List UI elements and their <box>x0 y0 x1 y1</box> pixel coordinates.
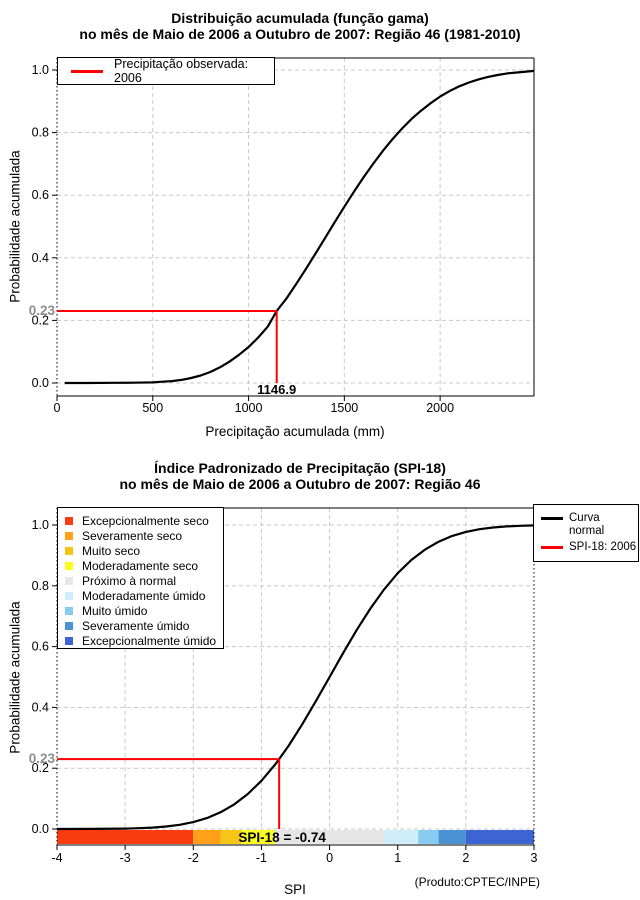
x-tick-label: 500 <box>142 401 163 415</box>
x-tick-label: 3 <box>531 851 538 865</box>
y-tick-label: 0.8 <box>32 579 49 593</box>
category-label: Muito úmido <box>82 604 148 619</box>
spi-colorbar-segment <box>465 830 534 844</box>
x-tick-label: -3 <box>120 851 131 865</box>
spi-legend-item: Muito seco <box>65 543 223 558</box>
chart2-curve-legend: Curva normal SPI-18: 2006 <box>533 504 639 562</box>
x-tick-label: 1500 <box>330 401 358 415</box>
annotation-value-label: 1146.9 <box>257 382 296 397</box>
chart2-xlabel: SPI <box>284 882 306 897</box>
chart1-title-line1: Distribuição acumulada (função gama) <box>171 10 429 26</box>
y-tick-label: 0.4 <box>32 700 49 714</box>
spi-legend-item: Excepcionalmente úmido <box>65 634 223 649</box>
annotation-probability-label: 0.23 <box>29 303 56 318</box>
category-label: Excepcionalmente úmido <box>82 634 217 649</box>
legend-label: SPI-18: 2006 <box>569 541 637 553</box>
spi-legend-item: Moderadamente úmido <box>65 588 223 603</box>
category-color-swatch <box>65 576 73 585</box>
category-label: Muito seco <box>82 543 141 558</box>
annotation-probability-label: 0.23 <box>29 751 56 766</box>
chart2-title-line1: Índice Padronizado de Precipitação (SPI-… <box>154 460 446 476</box>
chart-2: -4 -3 -2 -1 0 1 2 3 0.0 0.2 0.4 0.6 0.8 1.0 0.23 SPI-18… <box>29 507 538 865</box>
category-color-swatch <box>65 622 73 631</box>
red-line-legend-swatch <box>71 69 103 73</box>
x-tick-label: -1 <box>256 851 267 865</box>
black-line-legend-swatch <box>541 517 563 520</box>
y-tick-label: 0.0 <box>32 822 49 836</box>
x-tick-label: 1 <box>394 851 401 865</box>
chart2-title: Índice Padronizado de Precipitação (SPI-… <box>0 460 600 492</box>
chart1-ylabel: Probabilidade acumulada <box>7 150 23 303</box>
x-tick-label: 0 <box>54 401 61 415</box>
red-line-legend-swatch <box>541 546 563 549</box>
spi-legend-item: Severamente seco <box>65 528 223 543</box>
chart2-title-line2: no mês de Maio de 2006 a Outubro de 2007… <box>119 476 481 492</box>
chart1-title: Distribuição acumulada (função gama) no … <box>0 10 600 42</box>
chart-1: 0 500 1000 1500 2000 0.0 0.2 0.4 0.6 0.8 1.0 0.23 11… <box>29 57 535 415</box>
y-tick-label: 1.0 <box>32 518 49 532</box>
chart1-legend: Precipitação observada: 2006 <box>57 57 275 85</box>
spi-legend-item: Muito úmido <box>65 604 223 619</box>
spi-legend-item: Próximo à normal <box>65 573 223 588</box>
spi-legend-item: Excepcionalmente seco <box>65 513 223 528</box>
category-color-swatch <box>65 592 73 601</box>
category-label: Severamente úmido <box>82 619 190 634</box>
spi-colorbar-segment <box>193 830 221 844</box>
spi-legend-item: Moderadamente seco <box>65 558 223 573</box>
spi-colorbar-segment <box>275 830 385 844</box>
spi-colorbar-segment <box>240 830 276 844</box>
x-tick-label: 2000 <box>426 401 454 415</box>
legend-item-spi18-2006: SPI-18: 2006 <box>541 541 638 554</box>
chart1-legend-label: Precipitação observada: 2006 <box>114 57 249 85</box>
x-tick-label: -2 <box>188 851 199 865</box>
spi-category-legend: Excepcionalmente seco Severamente seco Mui… <box>57 507 224 649</box>
chart2-ylabel: Probabilidade acumulada <box>7 601 23 754</box>
category-color-swatch <box>65 561 73 570</box>
category-color-swatch <box>65 531 73 540</box>
spi-legend-item: Severamente úmido <box>65 619 223 634</box>
y-tick-label: 0.0 <box>32 376 49 390</box>
x-tick-label: 0 <box>326 851 333 865</box>
category-label: Moderadamente úmido <box>82 589 206 604</box>
chart1-title-line2: no mês de Maio de 2006 a Outubro de 2007… <box>79 26 521 42</box>
y-tick-label: 0.8 <box>32 126 49 140</box>
cdf-curve <box>64 69 535 385</box>
spi-colorbar-segment <box>438 830 466 844</box>
product-credit: (Produto:CPTEC/INPE) <box>414 875 540 889</box>
category-label: Excepcionalmente seco <box>82 513 209 528</box>
y-tick-label: 0.4 <box>32 251 49 265</box>
category-label: Moderadamente seco <box>82 558 199 573</box>
spi-colorbar-segment <box>384 830 419 844</box>
y-tick-label: 0.2 <box>32 761 49 775</box>
spi-value-label: SPI-18 = -0.74 <box>238 830 326 845</box>
category-color-swatch <box>65 637 73 646</box>
category-color-swatch <box>65 546 73 555</box>
category-label: Próximo à normal <box>82 573 177 588</box>
category-color-swatch <box>65 607 73 616</box>
category-color-swatch <box>65 516 73 525</box>
y-tick-label: 0.2 <box>32 313 49 327</box>
spi-colorbar-segment <box>220 830 241 844</box>
legend-item-curva-normal: Curva normal <box>541 512 638 538</box>
x-tick-label: 2 <box>462 851 469 865</box>
y-tick-label: 1.0 <box>32 63 49 77</box>
chart1-xlabel: Precipitação acumulada (mm) <box>205 424 385 439</box>
cdf-curve <box>56 524 535 831</box>
spi-colorbar-segment <box>418 830 439 844</box>
category-label: Severamente seco <box>82 528 183 543</box>
y-tick-label: 0.6 <box>32 640 49 654</box>
spi-colorbar-segment <box>57 830 194 844</box>
x-tick-label: 1000 <box>235 401 263 415</box>
legend-label: Curva normal <box>569 512 605 537</box>
x-tick-label: -4 <box>51 851 62 865</box>
y-tick-label: 0.6 <box>32 188 49 202</box>
